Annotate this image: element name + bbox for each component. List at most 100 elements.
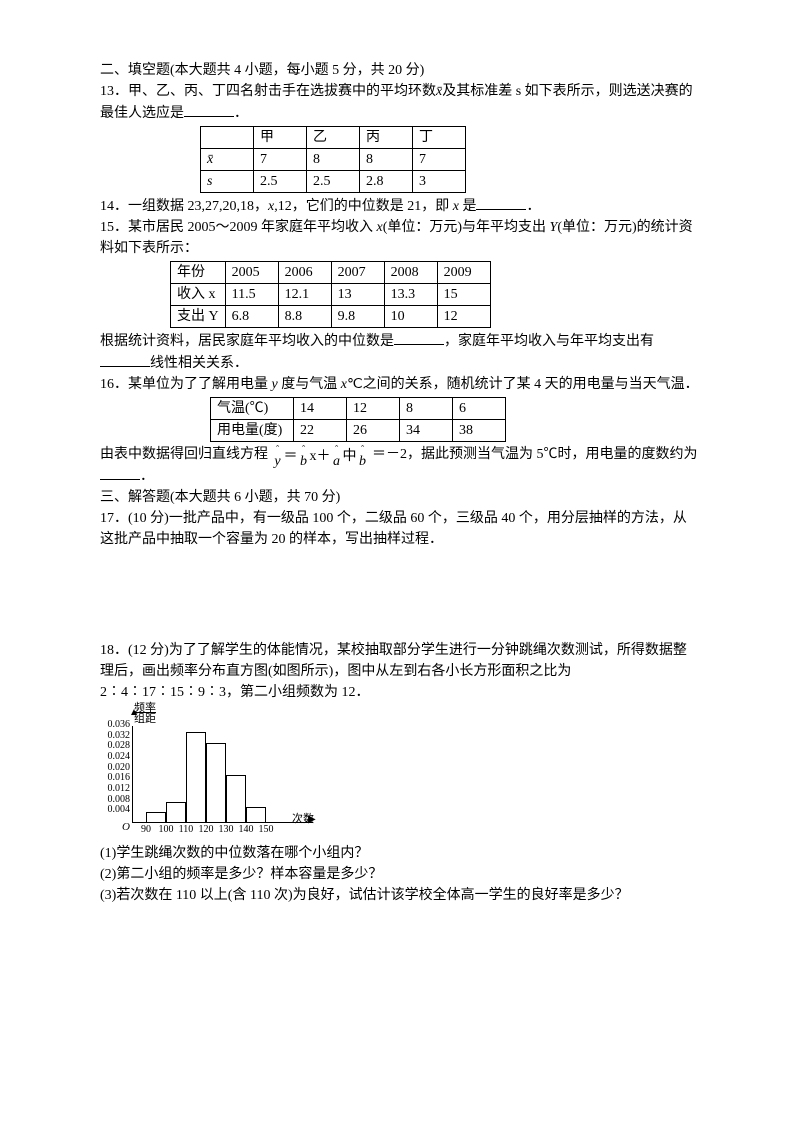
- q14-blank: [476, 195, 526, 210]
- cell: 12: [347, 398, 400, 420]
- cell: 丁: [413, 127, 466, 149]
- q18-sub2: (2)第二小组的频率是多少？样本容量是多少？: [100, 864, 700, 885]
- q14-a: 14．一组数据 23,27,20,18，: [100, 199, 268, 214]
- histogram-bar: [246, 807, 266, 823]
- histogram-chart: ▲ 频率 组距 O 0.0360.0320.0280.0240.0200.016…: [100, 707, 330, 837]
- origin-label: O: [122, 819, 130, 836]
- x-axis-label: 次数: [292, 811, 314, 828]
- cell: 2009: [437, 262, 490, 284]
- q14-b: ,12，它们的中位数是 21，即: [274, 199, 453, 214]
- q13-blank: [184, 102, 234, 117]
- cell: 乙: [307, 127, 360, 149]
- q15-table: 年份 2005 2006 2007 2008 2009 收入 x 11.5 12…: [170, 261, 491, 328]
- cell: 8.8: [278, 306, 331, 328]
- q16-3a: 由表中数据得回归直线方程: [100, 447, 272, 462]
- cell: 12: [437, 306, 490, 328]
- regression-eq: ＾y ＝ ＾b x＋ ＾a 中 ＾b: [272, 446, 369, 467]
- cell: 2006: [278, 262, 331, 284]
- q13-text: 13．甲、乙、丙、丁四名射击手在选拔赛中的平均环数x̄及其标准差 s 如下表所示…: [100, 81, 700, 124]
- y-axis-label: 频率 组距: [134, 703, 156, 725]
- cell: 13: [331, 284, 384, 306]
- table-row: 甲 乙 丙 丁: [201, 127, 466, 149]
- cell: 12.1: [278, 284, 331, 306]
- xplus: x＋: [310, 446, 331, 467]
- cell: 8: [307, 149, 360, 171]
- histogram-bar: [166, 802, 186, 823]
- q16-eqneg: ＝－2，据此预测当气温为 5℃时，用电量的度数约为: [372, 447, 698, 462]
- q13-table: 甲 乙 丙 丁 x̄ 7 8 8 7 s 2.5 2.5 2.8 3: [200, 126, 466, 193]
- cell: 38: [453, 420, 506, 442]
- histogram-bar: [186, 732, 206, 823]
- x-tick: 100: [159, 822, 174, 837]
- x-tick: 110: [179, 822, 194, 837]
- cell: 年份: [171, 262, 226, 284]
- section2-title: 二、填空题(本大题共 4 小题，每小题 5 分，共 20 分): [100, 60, 700, 81]
- q18-line1: 18．(12 分)为了了解学生的体能情况，某校抽取部分学生进行一分钟跳绳次数测试…: [100, 640, 700, 703]
- q16-blank: [100, 465, 140, 480]
- ylabel-bot: 组距: [134, 713, 156, 725]
- cell: 2008: [384, 262, 437, 284]
- cell: 气温(℃): [211, 398, 294, 420]
- cell: 8: [400, 398, 453, 420]
- cell: 收入 x: [171, 284, 226, 306]
- q13-suffix: ．: [234, 106, 248, 121]
- cell: 支出 Y: [171, 306, 226, 328]
- q18-sub1: (1)学生跳绳次数的中位数落在哪个小组内？: [100, 843, 700, 864]
- table-row: 支出 Y 6.8 8.8 9.8 10 12: [171, 306, 491, 328]
- cell: 甲: [254, 127, 307, 149]
- ahat-icon: ＾a: [332, 450, 342, 467]
- cell: 34: [400, 420, 453, 442]
- histogram-bar: [226, 775, 246, 823]
- cell: 10: [384, 306, 437, 328]
- q15-1a: 15．某市居民 2005～2009 年家庭年平均收入: [100, 220, 377, 235]
- x-tick: 90: [141, 822, 151, 837]
- cell: 14: [294, 398, 347, 420]
- cell: 2.5: [307, 171, 360, 193]
- table-row: s 2.5 2.5 2.8 3: [201, 171, 466, 193]
- q16-1b: 度与气温: [278, 377, 341, 392]
- q14-suffix: ．: [526, 199, 540, 214]
- q16-1a: 16．某单位为了了解用电量: [100, 377, 272, 392]
- cell: 9.8: [331, 306, 384, 328]
- cell: 7: [413, 149, 466, 171]
- q17-text: 17．(10 分)一批产品中，有一级品 100 个，二级品 60 个，三级品 4…: [100, 508, 700, 550]
- q15-blank2: [100, 352, 150, 367]
- q15-blank1: [394, 330, 444, 345]
- table-row: 用电量(度) 22 26 34 38: [211, 420, 506, 442]
- table-row: 年份 2005 2006 2007 2008 2009: [171, 262, 491, 284]
- spacer: [100, 550, 700, 640]
- cell: 15: [437, 284, 490, 306]
- bhat2-icon: ＾b: [358, 450, 368, 467]
- q15-3a: 根据统计资料，居民家庭年平均收入的中位数是: [100, 334, 394, 349]
- cell: 丙: [360, 127, 413, 149]
- table-row: 收入 x 11.5 12.1 13 13.3 15: [171, 284, 491, 306]
- cell: 8: [360, 149, 413, 171]
- cell: 2.5: [254, 171, 307, 193]
- cell: 2.8: [360, 171, 413, 193]
- q16-1c: ℃之间的关系，随机统计了某 4 天的用电量与当天气温．: [347, 377, 699, 392]
- x-tick: 130: [219, 822, 234, 837]
- q15-3b: ，家庭年平均收入与年平均支出有: [444, 334, 654, 349]
- zhong: 中: [343, 446, 357, 467]
- q15-line3: 根据统计资料，居民家庭年平均收入的中位数是 ，家庭年平均收入与年平均支出有线性相关…: [100, 330, 700, 374]
- x-tick: 120: [199, 822, 214, 837]
- cell: 2007: [331, 262, 384, 284]
- x-tick: 150: [259, 822, 274, 837]
- cell: 6.8: [225, 306, 278, 328]
- cell: 22: [294, 420, 347, 442]
- cell: 7: [254, 149, 307, 171]
- histogram-bar: [206, 743, 226, 823]
- q14-c: 是: [459, 199, 477, 214]
- x-tick: 140: [239, 822, 254, 837]
- q16-line3: 由表中数据得回归直线方程 ＾y ＝ ＾b x＋ ＾a 中 ＾b ＝－2，据此预测…: [100, 444, 700, 487]
- cell: [201, 127, 254, 149]
- q15-3c: 线性相关关系．: [150, 356, 248, 371]
- q16-table: 气温(℃) 14 12 8 6 用电量(度) 22 26 34 38: [210, 397, 506, 442]
- q16-line1: 16．某单位为了了解用电量 y 度与气温 x℃之间的关系，随机统计了某 4 天的…: [100, 374, 700, 395]
- table-row: x̄ 7 8 8 7: [201, 149, 466, 171]
- cell: x̄: [201, 149, 254, 171]
- q15-1b: (单位：万元)与年平均支出: [383, 220, 550, 235]
- cell: 用电量(度): [211, 420, 294, 442]
- cell: 6: [453, 398, 506, 420]
- eq-sign: ＝: [284, 446, 298, 467]
